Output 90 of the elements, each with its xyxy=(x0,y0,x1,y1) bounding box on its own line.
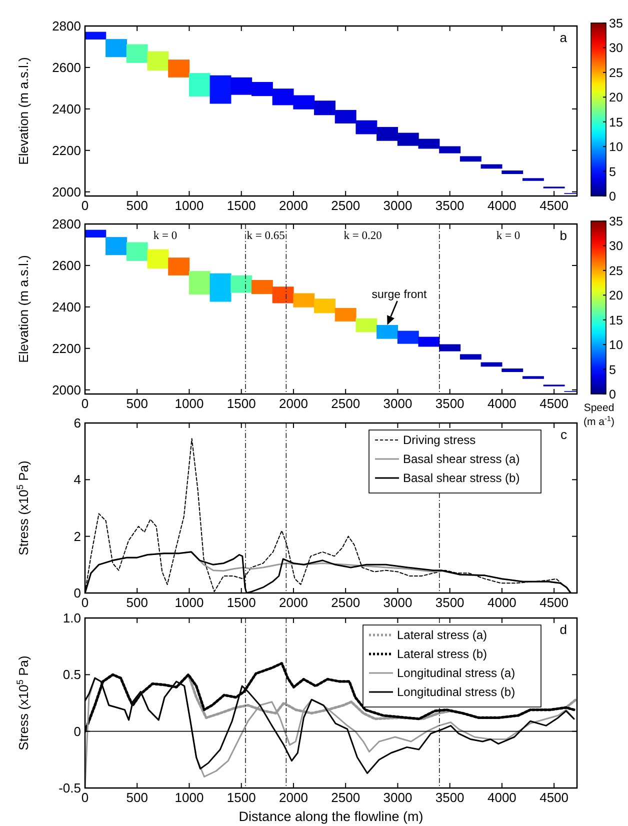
x-tick-label: 1500 xyxy=(226,198,256,213)
y-axis-title: Elevation (m a.s.l.) xyxy=(16,57,31,165)
x-tick-label: 4500 xyxy=(540,790,569,805)
annotation: k = 0 xyxy=(153,230,178,242)
x-tick-label: 1500 xyxy=(226,595,256,610)
color-bar-label: 15 xyxy=(609,313,623,328)
x-tick-label: 3000 xyxy=(383,198,412,213)
color-bar-label: 15 xyxy=(609,115,623,130)
legend-label: Longitudinal stress (b) xyxy=(397,685,516,699)
color-bar-label: 30 xyxy=(609,41,623,56)
y-axis-title: Elevation (m a.s.l.) xyxy=(16,255,31,363)
legend-label: Longitudinal stress (a) xyxy=(397,666,516,680)
legend-label: Driving stress xyxy=(403,433,476,447)
annotation: k = 0.65 xyxy=(246,230,286,242)
x-tick-label: 1000 xyxy=(174,198,204,213)
y-tick-label: 2400 xyxy=(52,101,81,116)
y-tick-label: 2800 xyxy=(52,216,81,232)
y-tick-label: 2600 xyxy=(52,258,81,273)
color-bar-label: 20 xyxy=(609,90,623,105)
x-tick-label: 3000 xyxy=(383,790,412,805)
x-tick-label: 500 xyxy=(126,790,148,805)
x-tick-label: 2500 xyxy=(331,790,360,805)
x-tick-label: 2000 xyxy=(279,790,308,805)
x-tick-label: 3000 xyxy=(383,595,412,610)
color-bar-label: 35 xyxy=(609,16,623,30)
x-tick-label: 1500 xyxy=(226,396,256,411)
x-tick-label: 3500 xyxy=(435,595,464,610)
color-bar-label: 0 xyxy=(609,190,616,204)
annotation: k = 0.20 xyxy=(344,230,382,242)
x-tick-label: 3500 xyxy=(435,198,464,213)
x-tick-label: 1000 xyxy=(174,396,204,411)
x-tick-label: 1000 xyxy=(174,595,204,610)
annotation: c xyxy=(560,427,568,442)
x-tick-label: 4000 xyxy=(487,790,516,805)
legend-label: Basal shear stress (b) xyxy=(403,471,520,485)
x-tick-label: 2000 xyxy=(279,595,308,610)
legend-label: Lateral stress (b) xyxy=(397,647,488,661)
x-tick-label: 500 xyxy=(126,595,148,610)
y-tick-label: 0 xyxy=(74,724,81,739)
annotation: surge front xyxy=(372,288,428,301)
color-bar-label: 35 xyxy=(609,214,623,228)
x-tick-label: 2500 xyxy=(331,396,360,411)
annotation: a xyxy=(560,30,568,45)
color-bar-label: 5 xyxy=(609,164,616,179)
color-bar-label: 25 xyxy=(609,66,623,80)
x-tick-label: 4500 xyxy=(540,595,569,610)
x-tick-label: 1000 xyxy=(174,790,204,805)
y-tick-label: 0.5 xyxy=(62,667,81,682)
annotation: d xyxy=(560,622,567,637)
y-tick-label: 2800 xyxy=(52,18,81,34)
color-bar-label: 0 xyxy=(609,388,616,402)
color-bar-label: 10 xyxy=(609,140,623,154)
x-tick-label: 3500 xyxy=(435,790,464,805)
y-tick-label: 2400 xyxy=(52,299,81,314)
y-tick-label: 6 xyxy=(74,416,81,430)
x-tick-label: 1500 xyxy=(226,790,256,805)
x-axis-title: Distance along the flowline (m) xyxy=(238,809,424,824)
x-tick-label: 3000 xyxy=(383,396,412,411)
x-tick-label: 4000 xyxy=(487,396,516,411)
legend-label: Lateral stress (a) xyxy=(397,628,488,642)
color-bar-label: 5 xyxy=(609,362,616,377)
x-tick-label: 4500 xyxy=(540,198,569,213)
color-bar-label: 25 xyxy=(609,264,623,278)
x-tick-label: 500 xyxy=(126,198,148,213)
color-bar-label: 20 xyxy=(609,288,623,303)
x-tick-label: 3500 xyxy=(435,396,464,411)
y-tick-label: 2200 xyxy=(52,142,81,158)
y-tick-label: 0 xyxy=(74,586,81,600)
x-tick-label: 4000 xyxy=(487,595,516,610)
color-bar-label: 10 xyxy=(609,338,623,352)
annotation: k = 0 xyxy=(496,230,520,242)
x-tick-label: 2000 xyxy=(279,396,308,411)
y-tick-label: -0.5 xyxy=(58,780,81,796)
annotation: b xyxy=(560,228,567,243)
x-tick-label: 4500 xyxy=(540,396,569,411)
x-tick-label: 4000 xyxy=(487,198,516,213)
y-tick-label: 2 xyxy=(74,528,81,544)
y-tick-label: 2000 xyxy=(52,184,81,200)
y-tick-label: 2600 xyxy=(52,60,81,75)
color-bar-title: Speed (m a$^{-1}$) xyxy=(583,402,615,428)
x-tick-label: 2000 xyxy=(279,198,308,213)
x-tick-label: 2500 xyxy=(331,595,360,610)
y-tick-label: 2000 xyxy=(52,382,81,398)
y-tick-label: 1.0 xyxy=(62,610,81,626)
x-tick-label: 500 xyxy=(126,396,148,411)
color-bar-label: 30 xyxy=(609,239,623,254)
y-tick-label: 2200 xyxy=(52,340,81,356)
legend-label: Basal shear stress (a) xyxy=(403,452,520,466)
y-tick-label: 4 xyxy=(74,472,81,488)
x-tick-label: 2500 xyxy=(331,198,360,213)
